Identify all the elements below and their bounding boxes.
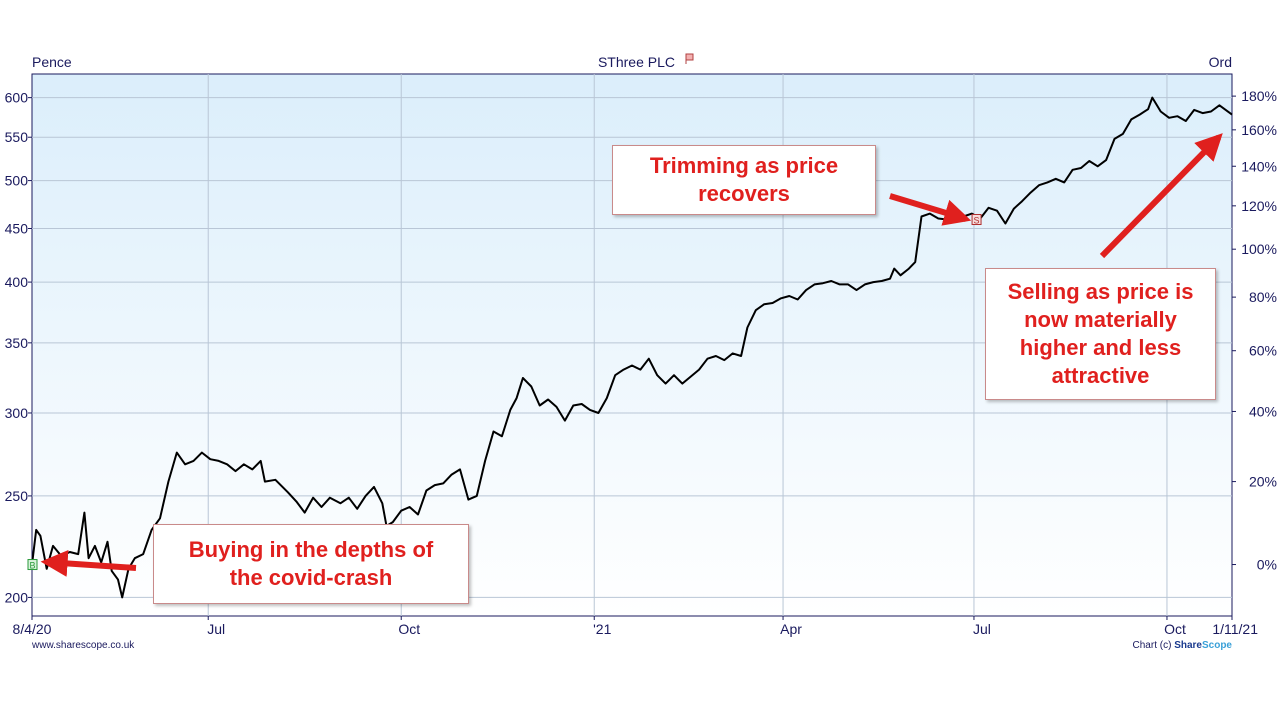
x-tick-label: Jul (207, 621, 225, 637)
trim-arrow (889, 193, 972, 226)
pct-tick-label: 80% (1249, 289, 1277, 305)
flag-icon[interactable] (685, 53, 694, 64)
y-tick-label: 250 (5, 488, 29, 504)
pct-tick-label: 140% (1241, 158, 1277, 174)
chart-credit: Chart (c) ShareScope (1133, 640, 1233, 651)
y-axis-right: 0% 20% 40% 60% 80% 100% 120% 140% 160% 180% (1232, 88, 1277, 573)
left-axis-label: Pence (32, 54, 72, 70)
price-series-line (31, 96, 1233, 599)
marker-box (971, 214, 982, 226)
buy-arrow (40, 549, 137, 577)
y-tick-label: 300 (5, 405, 29, 421)
pct-tick-label: 180% (1241, 88, 1277, 104)
trade-markers: BS (27, 214, 982, 571)
pct-tick-label: 20% (1249, 474, 1277, 490)
y-axis-left: 200 250 300 350 400 450 500 550 600 (5, 90, 32, 605)
buy-annotation: Buying in the depths of the covid-crash (153, 524, 469, 604)
x-tick-label: Jul (973, 621, 991, 637)
pct-tick-label: 0% (1257, 557, 1277, 573)
pct-tick-label: 160% (1241, 122, 1277, 138)
pct-tick-label: 60% (1249, 343, 1277, 359)
right-axis-label: Ord (1209, 54, 1232, 70)
sell-annotation: Selling as price is now materially highe… (985, 268, 1216, 400)
sell-marker: S (971, 214, 982, 226)
x-tick-label: Apr (780, 621, 802, 637)
y-tick-label: 450 (5, 221, 29, 237)
y-tick-label: 500 (5, 173, 29, 189)
pct-tick-label: 100% (1241, 241, 1277, 257)
y-tick-label: 400 (5, 274, 29, 290)
x-tick-label: Oct (1164, 621, 1186, 637)
y-tick-label: 350 (5, 335, 29, 351)
marker-label: B (29, 561, 35, 571)
x-tick-label: 8/4/20 (13, 621, 52, 637)
marker-box (27, 559, 38, 571)
x-axis: 8/4/20 Jul Oct '21 Apr Jul Oct 1/11/21 (13, 616, 1258, 637)
y-tick-label: 600 (5, 90, 29, 106)
marker-label: S (974, 216, 980, 226)
y-tick-label: 200 (5, 589, 29, 605)
sell-arrow (1099, 133, 1223, 259)
x-tick-label: 1/11/21 (1212, 621, 1258, 637)
chart-title: SThree PLC (598, 54, 675, 70)
x-tick-label: '21 (593, 621, 611, 637)
trim-annotation: Trimming as price recovers (612, 145, 876, 215)
buy-marker: B (27, 559, 38, 571)
y-tick-label: 550 (5, 129, 29, 145)
pct-tick-label: 120% (1241, 198, 1277, 214)
pct-tick-label: 40% (1249, 403, 1277, 419)
gridlines (32, 74, 1232, 616)
source-link[interactable]: www.sharescope.co.uk (31, 640, 135, 651)
x-tick-label: Oct (398, 621, 420, 637)
